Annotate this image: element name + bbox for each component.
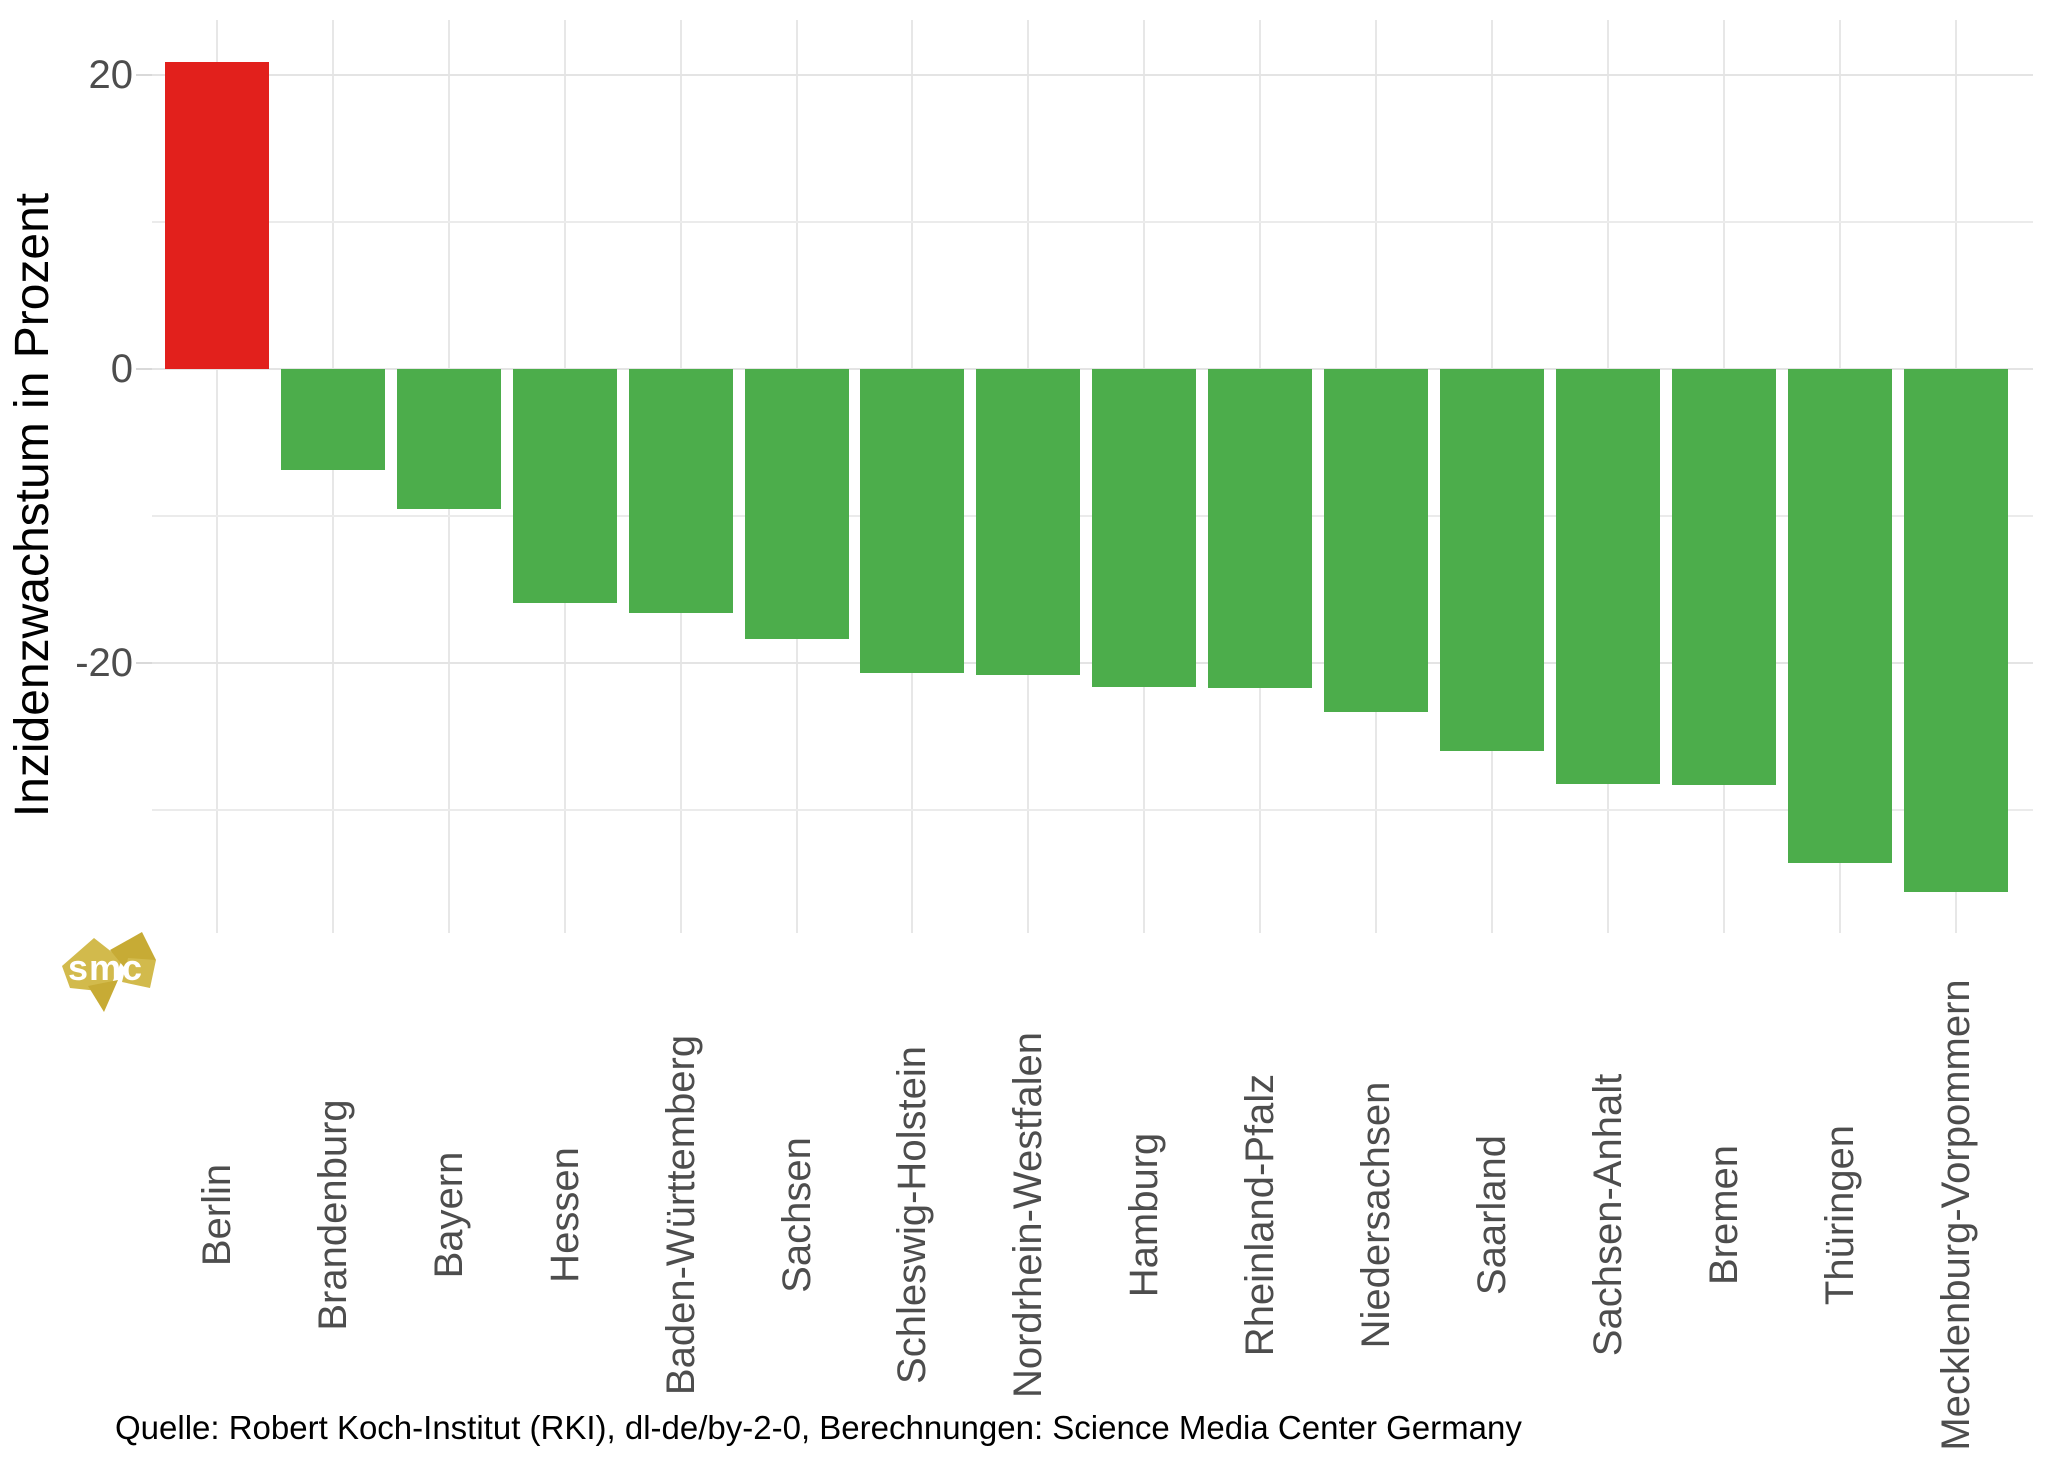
bar-berlin: [165, 61, 269, 369]
vertical-gridline: [216, 20, 218, 933]
x-label-sachsen: Sachsen: [774, 1137, 819, 1293]
x-label-th-ringen: Thüringen: [1817, 1124, 1862, 1306]
smc-logo-shape: [122, 958, 156, 988]
smc-logo-shape: [62, 938, 122, 992]
x-label-rheinland-pfalz: Rheinland-Pfalz: [1238, 1073, 1283, 1357]
x-label-saarland: Saarland: [1469, 1134, 1514, 1296]
bar-bremen: [1671, 369, 1776, 785]
bar-rheinland-pfalz: [1208, 369, 1313, 688]
x-label-bayern: Bayern: [426, 1151, 471, 1279]
bar-hessen: [512, 369, 617, 603]
y-axis-tick: [136, 368, 152, 370]
y-axis-tick: [136, 662, 152, 664]
x-label-hamburg: Hamburg: [1122, 1132, 1167, 1298]
bar-bayern: [396, 369, 501, 509]
x-label-berlin: Berlin: [195, 1163, 239, 1267]
bar-brandenburg: [280, 369, 385, 471]
y-tick-label: 20: [88, 53, 134, 97]
bar-mecklenburg-vorpommern: [1903, 369, 2008, 893]
bar-hamburg: [1092, 369, 1197, 687]
x-label-bremen: Bremen: [1701, 1144, 1746, 1286]
x-label-hessen: Hessen: [542, 1147, 587, 1283]
x-label-brandenburg: Brandenburg: [310, 1099, 355, 1331]
bar-baden-w-rttemberg: [628, 369, 733, 614]
minor-gridline: [152, 809, 2033, 811]
x-label-nordrhein-westfalen: Nordrhein-Westfalen: [1006, 1031, 1051, 1399]
y-tick-label: 0: [110, 347, 133, 391]
y-axis-tick: [136, 74, 152, 76]
smc-logo-shape: [88, 980, 118, 1012]
x-label-schleswig-holstein: Schleswig-Holstein: [890, 1046, 935, 1384]
bar-th-ringen: [1787, 369, 1892, 863]
x-label-mecklenburg-vorpommern: Mecklenburg-Vorpommern: [1933, 979, 1978, 1451]
x-label-sachsen-anhalt: Sachsen-Anhalt: [1585, 1073, 1630, 1357]
bar-sachsen: [744, 369, 849, 640]
vertical-gridline: [331, 20, 334, 933]
smc-logo: smc: [62, 932, 156, 1012]
bar-nordrhein-westfalen: [976, 369, 1081, 675]
bar-saarland: [1439, 369, 1544, 752]
bar-sachsen-anhalt: [1555, 369, 1660, 784]
x-label-niedersachsen: Niedersachsen: [1354, 1081, 1398, 1349]
source-caption: Quelle: Robert Koch-Institut (RKI), dl-d…: [115, 1409, 1522, 1446]
minor-gridline: [152, 221, 2033, 223]
major-gridline: [152, 74, 2033, 76]
bar-schleswig-holstein: [860, 369, 965, 674]
bar-niedersachsen: [1324, 369, 1428, 712]
x-label-baden-w-rttemberg: Baden-Württemberg: [658, 1034, 703, 1396]
smc-logo-text: smc: [68, 947, 143, 988]
y-tick-label: -20: [75, 641, 133, 685]
